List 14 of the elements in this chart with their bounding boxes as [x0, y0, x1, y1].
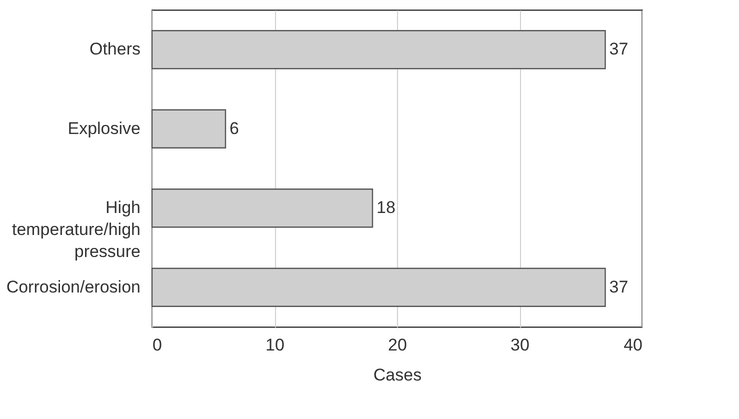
data-label: 37 — [609, 40, 628, 59]
y-tick-label: Explosive — [68, 118, 140, 138]
data-label: 18 — [376, 198, 396, 218]
x-axis-title: Cases — [373, 366, 422, 384]
x-tick-label: 20 — [388, 336, 407, 354]
x-tick-label: 40 — [624, 336, 642, 354]
x-tick-label: 30 — [510, 336, 530, 354]
y-tick-label: Others — [89, 40, 140, 59]
y-tick-label: Corrosion/erosion — [6, 277, 140, 296]
y-tick-label: High temperature/high pressure — [12, 198, 140, 262]
x-tick-label: 10 — [266, 336, 284, 354]
x-tick-label: 0 — [152, 336, 162, 354]
data-label: 6 — [230, 118, 239, 138]
data-label: 37 — [609, 277, 628, 296]
